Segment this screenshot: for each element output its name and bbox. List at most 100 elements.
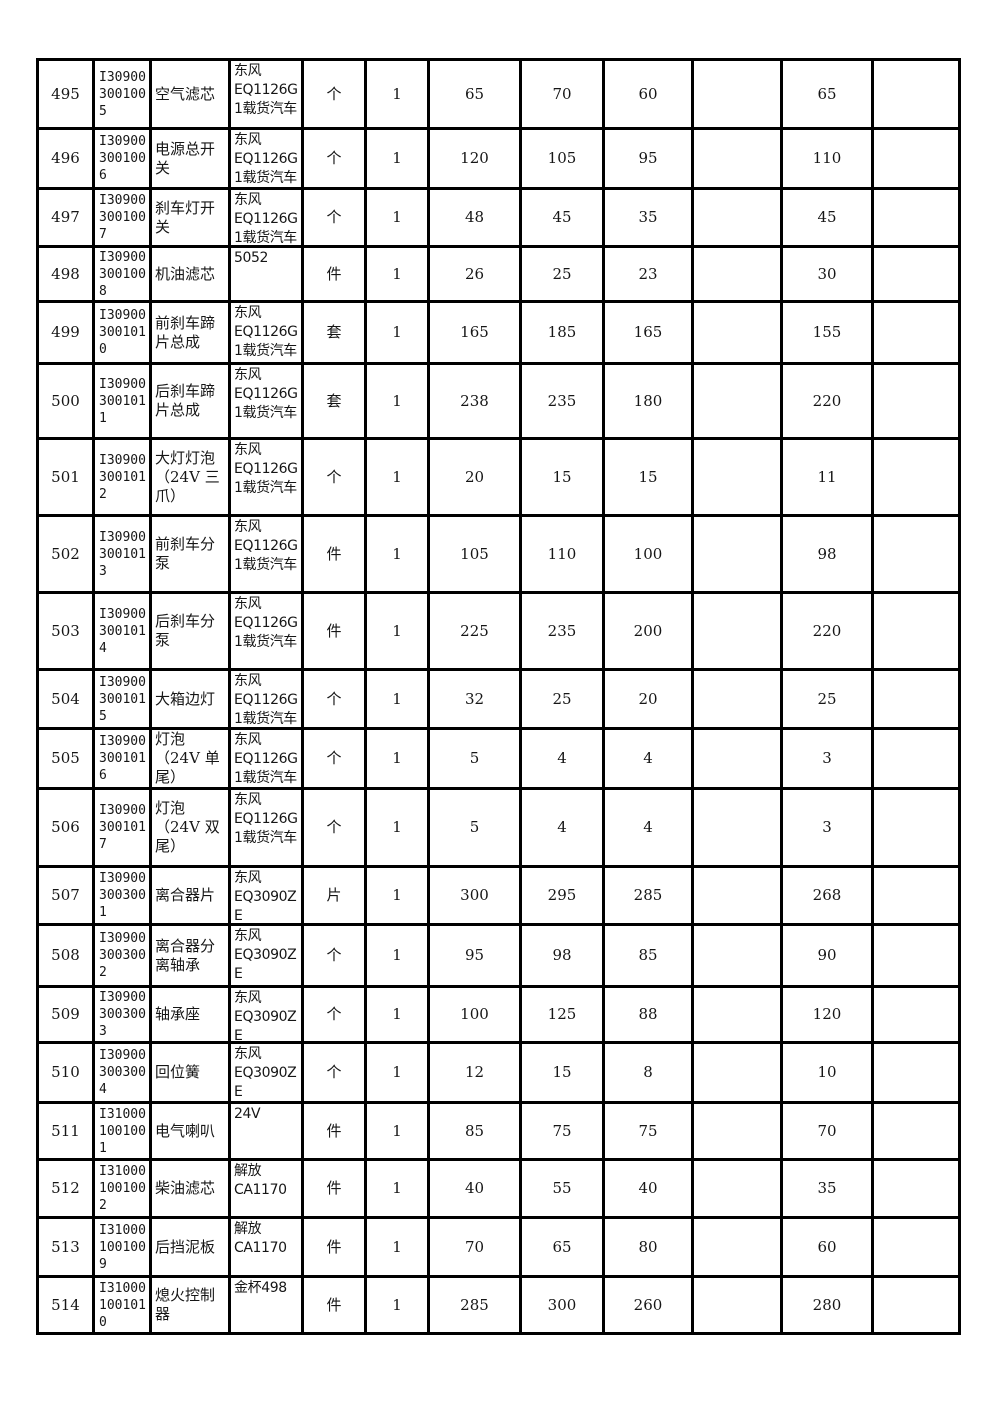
cell-value: I309003001007: [99, 193, 146, 242]
item-code-cell: I310001001002: [95, 1161, 152, 1219]
cell-value: 120: [812, 1005, 842, 1023]
quote-2-cell: 235: [522, 594, 605, 671]
cell-value: 前刹车蹄片总成: [155, 313, 216, 351]
cell-value: 125: [547, 1005, 577, 1023]
table-row: 504 I309003001015 大箱边灯 东风EQ1126G1载货汽车 个 1 32 25…: [39, 671, 961, 730]
vehicle-model-cell: 东风EQ3090ZE: [231, 988, 304, 1044]
cell-value: 505: [51, 749, 80, 767]
cell-value: 300: [547, 1295, 577, 1314]
vehicle-model-cell: 东风EQ1126G1载货汽车: [231, 671, 304, 730]
cell-value: 65: [552, 1237, 572, 1256]
quote-2-cell: 75: [522, 1104, 605, 1161]
quantity-cell: 1: [367, 988, 430, 1044]
quote-1-cell: 5: [430, 730, 522, 790]
item-code-cell: I309003001013: [95, 517, 152, 594]
cell-value: 大灯灯泡（24V 三爪）: [155, 448, 220, 505]
cell-value: 23: [638, 264, 658, 283]
cell-value: 501: [51, 467, 80, 486]
row-number-cell: 495: [39, 61, 95, 130]
cell-value: 498: [51, 264, 80, 283]
vehicle-model-cell: 东风EQ1126G1载货汽车: [231, 790, 304, 868]
quote-4-cell: 10: [783, 1044, 874, 1104]
cell-value: I309003003003: [99, 990, 146, 1039]
quote-2-cell: 65: [522, 1219, 605, 1278]
blank-1-cell: [694, 988, 783, 1044]
quote-3-cell: 285: [605, 868, 694, 926]
item-name-cell: 后挡泥板: [152, 1219, 231, 1278]
cell-value: 解放CA1170: [234, 1163, 287, 1198]
vehicle-model-cell: 东风EQ1126G1载货汽车: [231, 365, 304, 440]
item-name-cell: 电气喇叭: [152, 1104, 231, 1161]
cell-value: 510: [51, 1063, 80, 1081]
quote-2-cell: 4: [522, 730, 605, 790]
blank-2-cell: [874, 1161, 961, 1219]
vehicle-model-cell: 东风EQ1126G1载货汽车: [231, 730, 304, 790]
quote-4-cell: 70: [783, 1104, 874, 1161]
cell-value: 4: [557, 818, 567, 836]
cell-value: 刹车灯开关: [155, 198, 216, 236]
cell-value: 95: [638, 149, 658, 167]
cell-value: 件: [326, 264, 342, 283]
cell-value: 1: [392, 886, 402, 904]
item-name-cell: 回位簧: [152, 1044, 231, 1104]
cell-value: 东风EQ1126G1载货汽车: [234, 442, 298, 496]
cell-value: 5: [469, 749, 480, 767]
cell-value: 40: [638, 1179, 658, 1197]
item-name-cell: 柴油滤芯: [152, 1161, 231, 1219]
cell-value: 金杯498: [234, 1280, 287, 1296]
vehicle-model-cell: 5052: [231, 248, 304, 303]
cell-value: 25: [552, 264, 572, 283]
cell-value: 295: [547, 886, 577, 904]
cell-value: 98: [817, 544, 837, 563]
item-code-cell: I309003003003: [95, 988, 152, 1044]
quote-2-cell: 15: [522, 440, 605, 517]
quantity-cell: 1: [367, 868, 430, 926]
quote-2-cell: 300: [522, 1278, 605, 1335]
row-number-cell: 507: [39, 868, 95, 926]
vehicle-model-cell: 金杯498: [231, 1278, 304, 1335]
cell-value: 1: [392, 208, 402, 226]
table-row: 495 I309003001005 空气滤芯 东风EQ1126G1载货汽车 个 1 65 70…: [39, 61, 961, 130]
cell-value: 32: [464, 689, 485, 708]
cell-value: 1: [392, 1063, 402, 1081]
cell-value: 件: [326, 1237, 342, 1256]
unit-cell: 片: [304, 868, 367, 926]
cell-value: 5: [469, 818, 480, 836]
table-row: 499 I309003001010 前刹车蹄片总成 东风EQ1126G1载货汽车 套 1 1…: [39, 303, 961, 365]
cell-value: I309003001014: [99, 606, 146, 656]
quote-1-cell: 26: [430, 248, 522, 303]
blank-2-cell: [874, 517, 961, 594]
cell-value: 个: [326, 1005, 342, 1023]
row-number-cell: 497: [39, 190, 95, 248]
unit-cell: 个: [304, 671, 367, 730]
cell-value: 1: [392, 149, 402, 167]
cell-value: 15: [638, 467, 658, 486]
unit-cell: 个: [304, 988, 367, 1044]
blank-1-cell: [694, 365, 783, 440]
item-name-cell: 大灯灯泡（24V 三爪）: [152, 440, 231, 517]
quote-4-cell: 45: [783, 190, 874, 248]
item-name-cell: 灯泡（24V 双尾）: [152, 790, 231, 868]
cell-value: I309003001008: [99, 249, 146, 299]
cell-value: 225: [460, 621, 489, 640]
table-row: 514 I310001001010 熄火控制器 金杯498 件 1 285 300 260 280: [39, 1278, 961, 1335]
row-number-cell: 500: [39, 365, 95, 440]
item-code-cell: I310001001010: [95, 1278, 152, 1335]
table-row: 506 I309003001017 灯泡（24V 双尾） 东风EQ1126G1载货汽车…: [39, 790, 961, 868]
item-name-cell: 后刹车分泵: [152, 594, 231, 671]
cell-value: 个: [326, 749, 342, 767]
cell-value: 300: [460, 886, 489, 904]
blank-2-cell: [874, 730, 961, 790]
item-code-cell: I309003001016: [95, 730, 152, 790]
blank-1-cell: [694, 1278, 783, 1335]
cell-value: 220: [812, 391, 842, 410]
cell-value: 500: [51, 391, 80, 410]
cell-value: 个: [326, 84, 342, 103]
cell-value: 机油滤芯: [155, 264, 216, 283]
quote-3-cell: 40: [605, 1161, 694, 1219]
cell-value: 100: [633, 544, 663, 563]
blank-1-cell: [694, 130, 783, 190]
blank-1-cell: [694, 926, 783, 988]
blank-1-cell: [694, 1104, 783, 1161]
cell-value: 110: [547, 544, 577, 563]
